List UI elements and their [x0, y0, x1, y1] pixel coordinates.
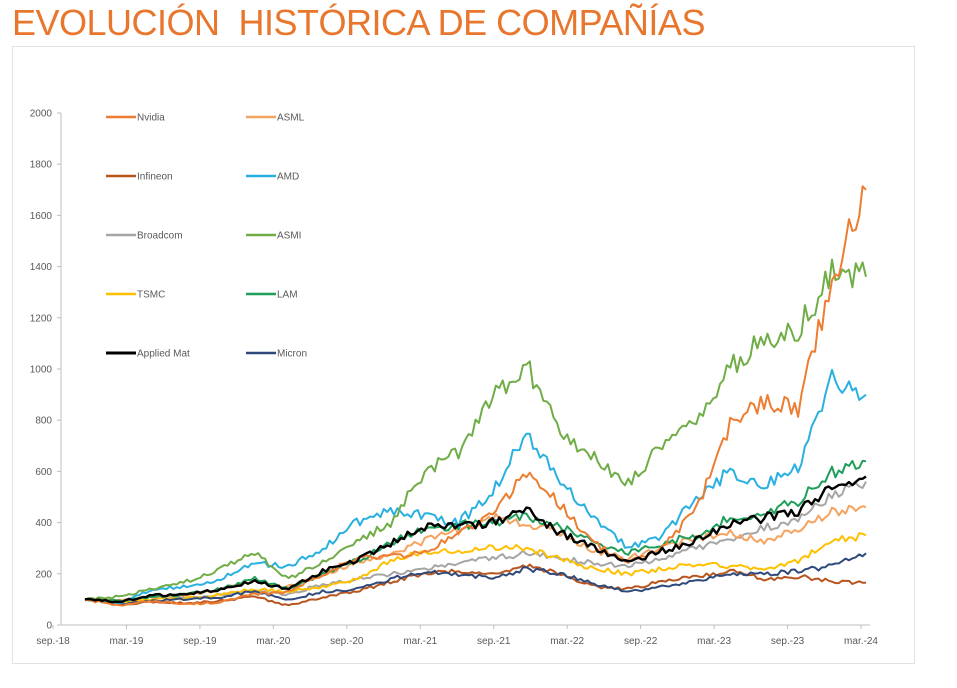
series-line-infineon: [84, 563, 867, 607]
y-tick-label: 800: [35, 416, 52, 427]
x-tick-label: sep.-18: [36, 636, 70, 647]
legend-label: Nvidia: [137, 113, 165, 124]
legend: Nvidia ASML Infineon AMD Broadcom ASMI TSMC LAM…: [106, 113, 307, 360]
y-tick-label: 2000: [30, 109, 53, 120]
x-tick-label: mar.-24: [844, 636, 878, 647]
legend-label: LAM: [277, 290, 298, 301]
x-tick-label: sep.-22: [624, 636, 658, 647]
legend-label: Broadcom: [137, 231, 183, 242]
series-line-amd: [84, 368, 867, 605]
series-line-asmi: [84, 258, 867, 601]
series-line-nvidia: [84, 185, 867, 607]
legend-label: Applied Mat: [137, 349, 190, 360]
x-tick-label: mar.-20: [256, 636, 290, 647]
legend-label: Infineon: [137, 172, 173, 183]
y-tick-label: 1400: [30, 262, 53, 273]
y-tick-label: 1600: [30, 211, 53, 222]
y-tick-label: 600: [35, 467, 52, 478]
series-layer: [84, 185, 867, 607]
x-tick-label: mar.-21: [403, 636, 437, 647]
series-line-broadcom: [84, 481, 867, 603]
x-axis: sep.-18 mar.-19 sep.-19 mar.-20 sep.-20 mar.-…: [36, 624, 878, 647]
y-tick-label: 200: [35, 569, 52, 580]
x-tick-label: sep.-23: [771, 636, 805, 647]
page-title: EVOLUCIÓN HISTÓRICA DE COMPAÑÍAS: [12, 2, 705, 43]
y-tick-label: 0: [46, 621, 52, 632]
legend-label: ASML: [277, 113, 305, 124]
chart-frame: 0 200 400 600 800 1000 1200 1400 1600 1800 2000 se…: [12, 46, 915, 664]
series-line-applied-mat: [84, 475, 867, 604]
x-tick-label: mar.-22: [550, 636, 584, 647]
y-tick-label: 400: [35, 518, 52, 529]
y-axis: 0 200 400 600 800 1000 1200 1400 1600 1800 2000: [30, 109, 62, 632]
y-tick-label: 1200: [30, 313, 53, 324]
y-tick-label: 1800: [30, 160, 53, 171]
line-chart: 0 200 400 600 800 1000 1200 1400 1600 1800 2000 se…: [30, 109, 879, 648]
x-tick-label: mar.-19: [110, 636, 144, 647]
series-line-micron: [84, 552, 867, 606]
x-tick-label: sep.-20: [330, 636, 364, 647]
x-tick-label: sep.-19: [183, 636, 217, 647]
legend-label: TSMC: [137, 290, 165, 301]
legend-label: Micron: [277, 349, 307, 360]
x-tick-label: mar.-23: [697, 636, 731, 647]
legend-label: AMD: [277, 172, 299, 183]
x-tick-label: sep.-21: [477, 636, 511, 647]
y-tick-label: 1000: [30, 365, 53, 376]
series-line-tsmc: [84, 532, 867, 604]
legend-label: ASMI: [277, 231, 301, 242]
